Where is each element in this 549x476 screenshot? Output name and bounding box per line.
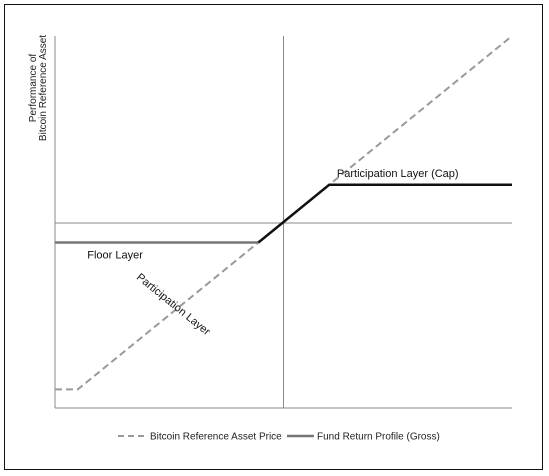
series-bitcoin-reference-asset-price	[55, 35, 513, 391]
annotation-participation-layer-cap: Participation Layer (Cap)	[337, 168, 459, 180]
annotation-floor-layer: Floor Layer	[87, 249, 143, 261]
y-axis-title-line-2: Bitcoin Reference Asset	[38, 35, 49, 141]
annotation-participation-layer: Participation Layer	[134, 271, 213, 338]
legend-label-price: Bitcoin Reference Asset Price	[150, 432, 282, 443]
series-fund-return-profile	[257, 183, 512, 244]
y-axis-title-line-1: Performance of	[28, 54, 39, 123]
legend: Bitcoin Reference Asset Price Fund Retur…	[118, 432, 440, 443]
legend-label-fund: Fund Return Profile (Gross)	[317, 432, 440, 443]
chart-frame	[4, 4, 543, 470]
